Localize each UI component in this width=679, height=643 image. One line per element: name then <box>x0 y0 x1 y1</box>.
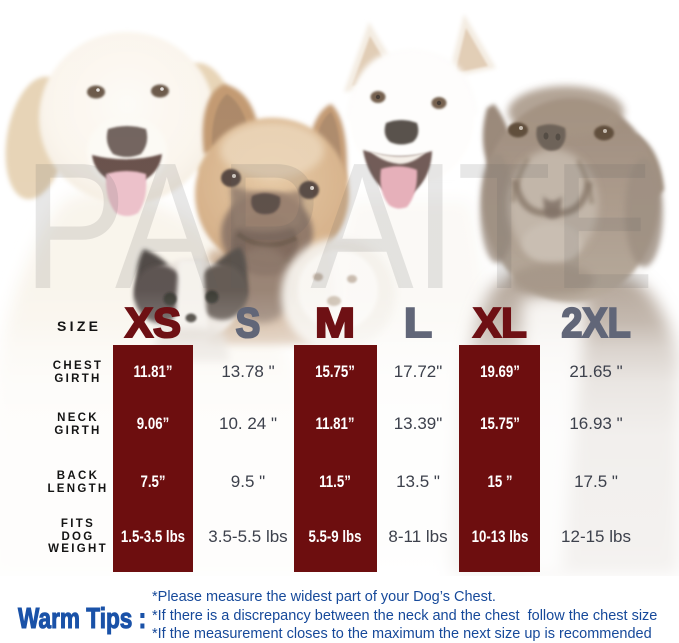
svg-text:PAPAITE: PAPAITE <box>23 126 655 327</box>
